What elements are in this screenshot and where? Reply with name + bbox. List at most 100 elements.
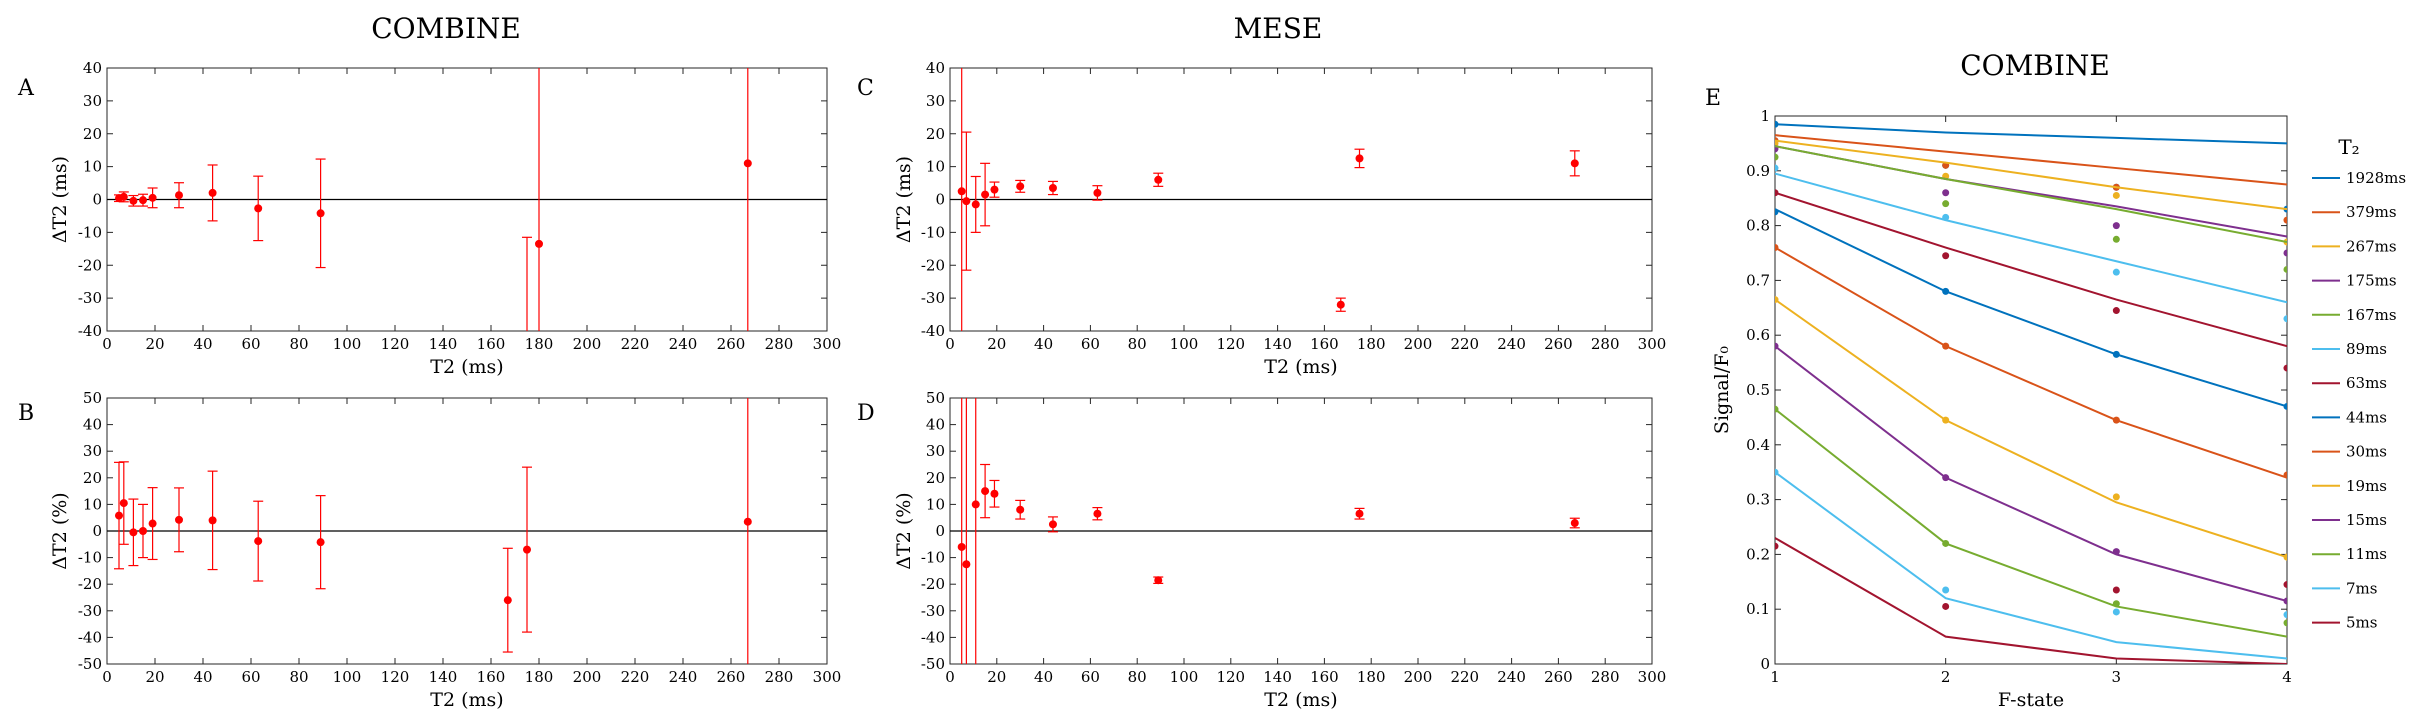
legend: T₂ 1928ms 379ms 267ms 175ms 167ms 89ms 63ms 44ms… bbox=[2312, 135, 2406, 632]
series-point-267ms bbox=[2112, 191, 2120, 199]
x-tick-label: 300 bbox=[813, 668, 842, 686]
legend-entry: 5ms bbox=[2346, 614, 2377, 632]
legend-entry: 15ms bbox=[2346, 511, 2387, 529]
x-tick-label: 300 bbox=[1638, 668, 1667, 686]
y-tick-label: 30 bbox=[926, 442, 945, 460]
series-point-44ms bbox=[1775, 208, 1779, 216]
series-point-7ms bbox=[1775, 468, 1779, 476]
x-tick-label: 280 bbox=[765, 335, 794, 353]
x-tick-label: 120 bbox=[1216, 668, 1245, 686]
series-point-63ms bbox=[2112, 307, 2120, 315]
x-tick-label: 80 bbox=[289, 335, 308, 353]
x-tick-label: 20 bbox=[987, 335, 1006, 353]
y-tick-label: 0.3 bbox=[1746, 491, 1770, 509]
x-tick-label: 280 bbox=[1591, 335, 1620, 353]
x-tick-label: 260 bbox=[1544, 668, 1573, 686]
y-tick-label: 0.9 bbox=[1746, 162, 1770, 180]
data-point bbox=[1093, 188, 1102, 197]
x-tick-label: 140 bbox=[429, 668, 458, 686]
data-point bbox=[503, 596, 512, 605]
x-tick-label: 0 bbox=[945, 668, 955, 686]
series-point-175ms bbox=[2283, 249, 2287, 257]
y-tick-label: -20 bbox=[921, 256, 945, 274]
legend-entry: 7ms bbox=[2346, 579, 2377, 597]
y-tick-label: -20 bbox=[78, 256, 102, 274]
x-tick-label: 1 bbox=[1770, 668, 1780, 686]
y-tick-label: -20 bbox=[78, 575, 102, 593]
x-tick-label: 300 bbox=[813, 335, 842, 353]
series-point-19ms bbox=[1775, 296, 1779, 304]
y-tick-label: 0.1 bbox=[1746, 600, 1770, 618]
y-tick-label: 1 bbox=[1760, 107, 1770, 125]
series-point-5ms bbox=[2283, 581, 2287, 589]
x-tick-label: 160 bbox=[1310, 335, 1339, 353]
series-line-15ms bbox=[1775, 345, 2287, 602]
y-axis-label: ΔT2 (%) bbox=[49, 492, 71, 569]
x-tick-label: 200 bbox=[1404, 335, 1433, 353]
series-point-7ms bbox=[2112, 608, 2120, 616]
x-tick-label: 0 bbox=[102, 668, 112, 686]
legend-entry: 19ms bbox=[2346, 477, 2387, 495]
y-tick-label: -40 bbox=[78, 628, 102, 646]
y-axis-label: Signal/F₀ bbox=[1711, 346, 1733, 434]
x-tick-label: 180 bbox=[525, 668, 554, 686]
y-tick-label: 20 bbox=[83, 469, 102, 487]
x-tick-label: 60 bbox=[241, 335, 260, 353]
data-point bbox=[1355, 154, 1364, 163]
data-point bbox=[1048, 520, 1057, 529]
y-tick-label: 50 bbox=[83, 389, 102, 407]
x-tick-label: 180 bbox=[1357, 668, 1386, 686]
data-point bbox=[981, 190, 990, 199]
y-tick-label: 20 bbox=[83, 125, 102, 143]
data-point bbox=[254, 537, 263, 546]
series-point-5ms bbox=[1775, 542, 1779, 550]
x-axis-label: T2 (ms) bbox=[430, 689, 503, 711]
data-point bbox=[535, 239, 543, 248]
legend-title: T₂ bbox=[2338, 135, 2359, 159]
data-point bbox=[1570, 519, 1579, 528]
series-point-44ms bbox=[2112, 350, 2120, 358]
series-point-89ms bbox=[2112, 268, 2120, 276]
series-line-44ms bbox=[1775, 208, 2287, 408]
series-point-89ms bbox=[1942, 213, 1950, 221]
data-point bbox=[129, 528, 138, 537]
x-tick-label: 200 bbox=[1404, 668, 1433, 686]
y-tick-label: 10 bbox=[926, 158, 945, 176]
data-point bbox=[1154, 175, 1163, 184]
data-point bbox=[957, 187, 966, 196]
x-tick-label: 140 bbox=[1263, 335, 1292, 353]
data-point bbox=[981, 487, 990, 496]
y-tick-label: 50 bbox=[926, 389, 945, 407]
y-tick-label: -50 bbox=[921, 655, 945, 673]
y-tick-label: 0 bbox=[92, 191, 102, 209]
data-point bbox=[119, 192, 128, 201]
series-point-11ms bbox=[1775, 405, 1779, 413]
series-point-30ms bbox=[1775, 244, 1779, 252]
data-point bbox=[1570, 159, 1579, 168]
series-point-30ms bbox=[1942, 342, 1950, 350]
series-point-30ms bbox=[2112, 416, 2120, 424]
title-combine-left: COMBINE bbox=[371, 12, 521, 45]
x-tick-label: 20 bbox=[987, 668, 1006, 686]
data-point bbox=[1016, 182, 1025, 191]
x-tick-label: 120 bbox=[381, 668, 410, 686]
x-tick-label: 60 bbox=[1081, 335, 1100, 353]
series-point-167ms bbox=[1775, 153, 1779, 161]
y-tick-label: -10 bbox=[78, 223, 102, 241]
x-axis-label: F-state bbox=[1998, 689, 2064, 711]
series-line-5ms bbox=[1775, 537, 2287, 664]
y-tick-label: -30 bbox=[921, 289, 945, 307]
x-tick-label: 280 bbox=[765, 668, 794, 686]
y-tick-label: -10 bbox=[921, 549, 945, 567]
series-point-15ms bbox=[1942, 474, 1950, 482]
x-tick-label: 60 bbox=[1081, 668, 1100, 686]
data-point bbox=[1016, 505, 1025, 514]
series-point-15ms bbox=[2283, 597, 2287, 605]
panel-letter: D bbox=[857, 401, 875, 426]
y-tick-label: 0 bbox=[92, 522, 102, 540]
x-tick-label: 260 bbox=[1544, 335, 1573, 353]
series-point-19ms bbox=[1942, 416, 1950, 424]
x-tick-label: 240 bbox=[1497, 668, 1526, 686]
x-tick-label: 120 bbox=[381, 335, 410, 353]
series-line-167ms bbox=[1775, 145, 2287, 244]
